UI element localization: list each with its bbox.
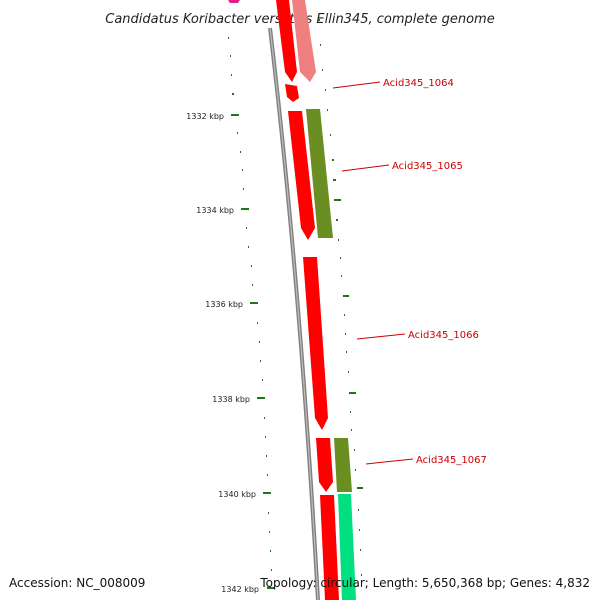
gene-label: Acid345_1066 xyxy=(408,330,479,341)
gene-label: Acid345_1065 xyxy=(392,161,463,172)
gene-feature xyxy=(334,438,352,492)
accession-text: Accession: NC_008009 xyxy=(9,576,145,590)
tick-label: 1340 kbp xyxy=(218,490,256,499)
gene-feature xyxy=(303,257,328,430)
gene-feature xyxy=(306,109,333,238)
gene-feature xyxy=(292,0,316,82)
tick-label: 1338 kbp xyxy=(212,395,250,404)
gene-feature xyxy=(228,0,240,3)
gene-feature xyxy=(338,494,356,600)
gc-skew-outer xyxy=(318,19,363,576)
gene-feature xyxy=(316,438,333,492)
tick-label: 1342 kbp xyxy=(221,585,259,594)
gene-features xyxy=(228,0,356,600)
tick-label: 1336 kbp xyxy=(205,300,243,309)
scale-ticks xyxy=(231,114,275,589)
gene-label: Acid345_1067 xyxy=(416,455,487,466)
tick-label: 1334 kbp xyxy=(196,206,234,215)
tick-label: 1332 kbp xyxy=(186,112,224,121)
gene-feature xyxy=(320,495,339,600)
gene-feature xyxy=(288,111,315,240)
gene-feature xyxy=(276,0,297,82)
gene-label: Acid345_1064 xyxy=(383,78,454,89)
gene-leaders xyxy=(332,81,414,465)
gc-skew-inner xyxy=(228,37,272,571)
topology-text: Topology: circular; Length: 5,650,368 bp… xyxy=(259,576,590,590)
gene-feature xyxy=(285,84,299,102)
